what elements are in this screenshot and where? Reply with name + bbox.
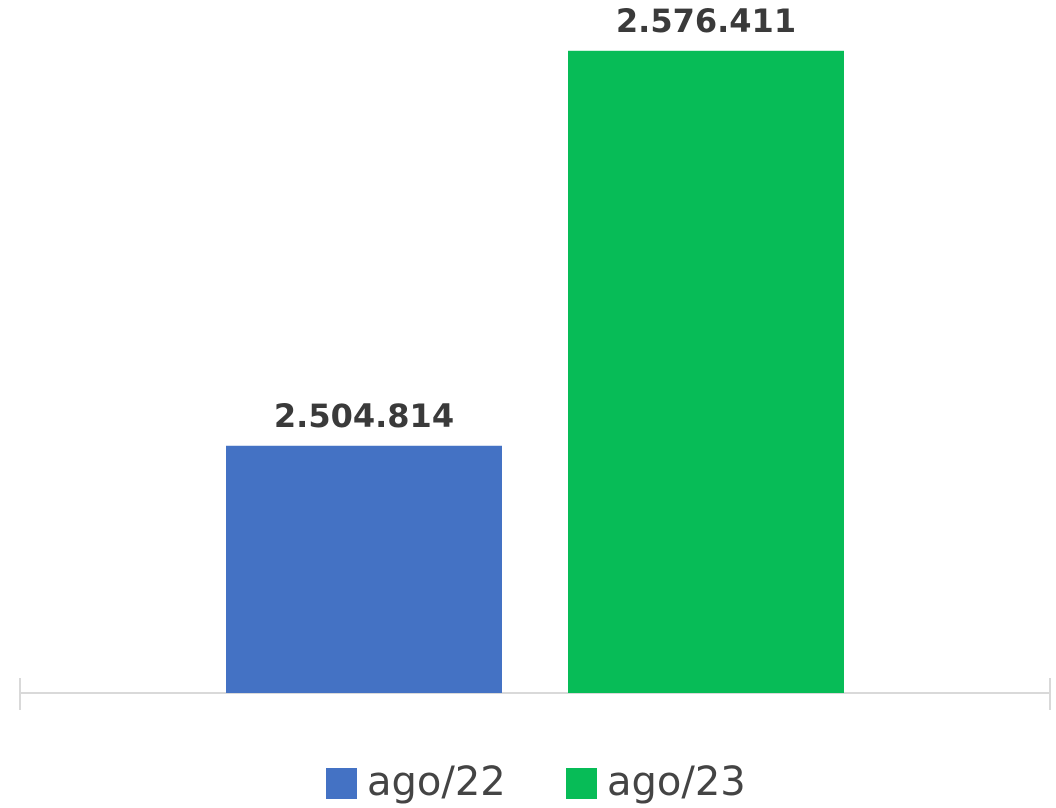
legend-swatch — [326, 768, 357, 799]
value-label: 2.576.411 — [616, 2, 796, 40]
legend-swatch — [566, 768, 597, 799]
value-label: 2.504.814 — [274, 397, 454, 435]
legend-label: ago/22 — [367, 759, 506, 805]
bar — [568, 50, 844, 693]
bar — [226, 445, 502, 693]
legend-label: ago/23 — [607, 759, 746, 805]
